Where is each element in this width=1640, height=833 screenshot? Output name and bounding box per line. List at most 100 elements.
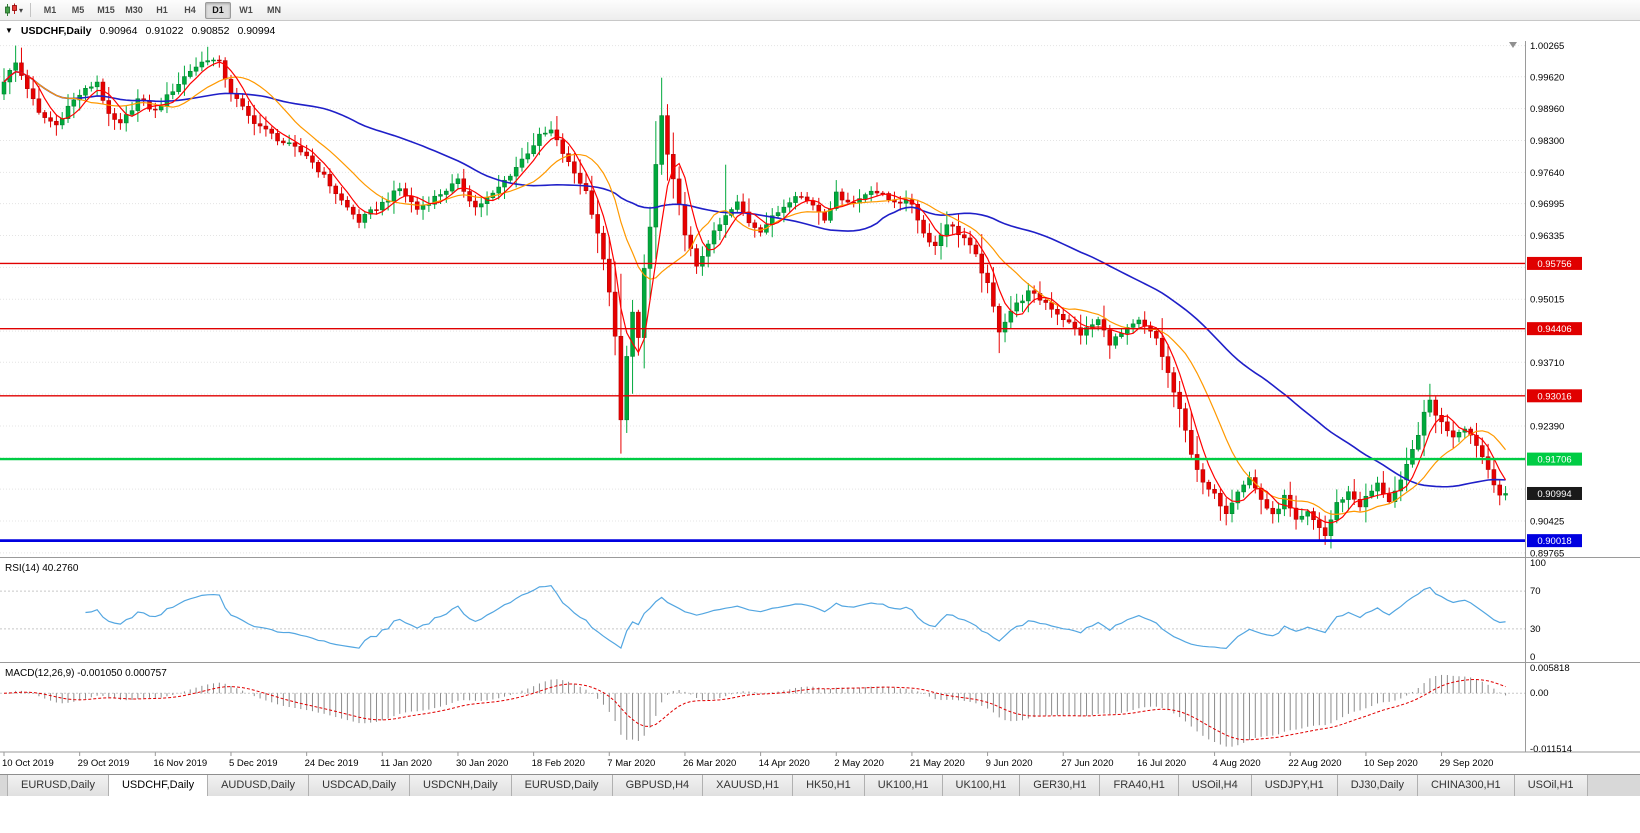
chart-tab-eurusd-daily[interactable]: EURUSD,Daily [511, 775, 613, 796]
svg-text:0.005818: 0.005818 [1530, 663, 1570, 674]
timeframe-button-d1[interactable]: D1 [205, 1, 232, 19]
timeframe-button-mn[interactable]: MN [267, 4, 282, 15]
svg-text:22 Aug 2020: 22 Aug 2020 [1288, 758, 1341, 769]
svg-text:2 May 2020: 2 May 2020 [834, 758, 884, 769]
chart-window: 1.00265 0.99620 0.98960 0.98300 0.97640 0.969… [0, 21, 1640, 774]
chart-shift-marker-icon[interactable] [1509, 42, 1517, 48]
moving-averages-layer [3, 61, 1507, 524]
chart-type-icon[interactable] [3, 3, 19, 17]
svg-text:5 Dec 2019: 5 Dec 2019 [229, 758, 278, 769]
svg-text:16 Nov 2019: 16 Nov 2019 [153, 758, 207, 769]
chart-tab-uk100-h1[interactable]: UK100,H1 [864, 775, 943, 796]
svg-text:21 May 2020: 21 May 2020 [910, 758, 965, 769]
chart-tab-usdchf-daily[interactable]: USDCHF,Daily [108, 775, 209, 796]
timeframe-group: M1 M5 M15 M30 H1 H4 D1 W1 MN [36, 1, 288, 19]
macd-label: MACD(12,26,9) -0.001050 0.000757 [5, 668, 167, 679]
svg-text:24 Dec 2019: 24 Dec 2019 [305, 758, 359, 769]
chart-symbol-label: USDCHF,Daily [20, 25, 92, 37]
svg-text:10 Sep 2020: 10 Sep 2020 [1364, 758, 1418, 769]
rsi-label: RSI(14) 40.2760 [5, 563, 79, 574]
ohlc-high-value: 0.91022 [145, 25, 184, 37]
svg-text:16 Jul 2020: 16 Jul 2020 [1137, 758, 1186, 769]
chart-tab-usoil-h1[interactable]: USOil,H1 [1514, 775, 1588, 796]
chart-canvas[interactable]: 1.00265 0.99620 0.98960 0.98300 0.97640 0.969… [0, 21, 1640, 774]
svg-text:0.97640: 0.97640 [1530, 168, 1564, 179]
chart-tab-usdcnh-daily[interactable]: USDCNH,Daily [410, 775, 512, 796]
timeframe-button-h1[interactable]: H1 [156, 4, 168, 15]
svg-text:29 Oct 2019: 29 Oct 2019 [78, 758, 130, 769]
ohlc-low-value: 0.90852 [191, 25, 230, 37]
svg-text:0: 0 [1530, 652, 1535, 663]
svg-text:0.90994: 0.90994 [1537, 489, 1571, 500]
horizontal-lines-layer [0, 42, 1525, 543]
svg-text:0.96335: 0.96335 [1530, 231, 1564, 242]
chart-tab-xauusd-h1[interactable]: XAUUSD,H1 [703, 775, 794, 796]
chart-tab-usoil-h4[interactable]: USOil,H4 [1178, 775, 1252, 796]
svg-text:9 Jun 2020: 9 Jun 2020 [986, 758, 1033, 769]
chart-tabs: EURUSD,Daily USDCHF,Daily AUDUSD,Daily USDC… [8, 775, 1588, 796]
chart-tab-china300-h1[interactable]: CHINA300,H1 [1417, 775, 1515, 796]
svg-text:0.95756: 0.95756 [1537, 259, 1571, 270]
candlestick-icon-glyph [5, 3, 17, 16]
timeframe-button-m5[interactable]: M5 [71, 4, 85, 15]
svg-text:0.90018: 0.90018 [1537, 536, 1571, 547]
svg-text:100: 100 [1530, 558, 1546, 569]
svg-text:0.95015: 0.95015 [1530, 295, 1564, 306]
ohlc-open-value: 0.90964 [99, 25, 138, 37]
svg-text:0.93710: 0.93710 [1530, 358, 1564, 369]
macd-signal-line [3, 679, 1506, 741]
svg-text:1.00265: 1.00265 [1530, 41, 1564, 52]
axis-layer: 1.00265 0.99620 0.98960 0.98300 0.97640 0.969… [0, 41, 1640, 769]
chart-tab-gbpusd-h4[interactable]: GBPUSD,H4 [612, 775, 704, 796]
chart-tab-usdcad-daily[interactable]: USDCAD,Daily [309, 775, 411, 796]
svg-text:0.92390: 0.92390 [1530, 422, 1564, 433]
svg-text:10 Oct 2019: 10 Oct 2019 [2, 758, 54, 769]
grid-layer [0, 45, 1525, 554]
svg-text:30: 30 [1530, 624, 1541, 635]
svg-text:0.93016: 0.93016 [1537, 391, 1571, 402]
svg-text:0.90425: 0.90425 [1530, 516, 1564, 527]
svg-text:0.89765: 0.89765 [1530, 548, 1564, 559]
chart-tabbar: EURUSD,Daily USDCHF,Daily AUDUSD,Daily USDC… [0, 774, 1640, 796]
svg-text:30 Jan 2020: 30 Jan 2020 [456, 758, 508, 769]
svg-text:0.96995: 0.96995 [1530, 199, 1564, 210]
chart-tab-eurusd-daily[interactable]: EURUSD,Daily [8, 775, 109, 796]
chart-tab-hk50-h1[interactable]: HK50,H1 [793, 775, 865, 796]
ohlc-close-value: 0.90994 [237, 25, 276, 37]
svg-text:0.98300: 0.98300 [1530, 136, 1564, 147]
timeframe-button-m30[interactable]: M30 [125, 4, 143, 15]
svg-text:26 Mar 2020: 26 Mar 2020 [683, 758, 736, 769]
svg-text:29 Sep 2020: 29 Sep 2020 [1440, 758, 1494, 769]
chart-tab-dj30-daily[interactable]: DJ30,Daily [1337, 775, 1418, 796]
rsi-line [85, 585, 1506, 650]
chart-ohlc-readout: ▼ USDCHF,Daily 0.90964 0.91022 0.90852 0… [5, 25, 275, 37]
svg-text:4 Aug 2020: 4 Aug 2020 [1213, 758, 1261, 769]
chart-tab-ger30-h1[interactable]: GER30,H1 [1020, 775, 1101, 796]
svg-text:11 Jan 2020: 11 Jan 2020 [380, 758, 432, 769]
indicator-layer [0, 585, 1525, 747]
chart-marker-icon: ▼ [5, 26, 13, 35]
candles-layer [1, 45, 1508, 549]
svg-text:7 Mar 2020: 7 Mar 2020 [607, 758, 655, 769]
svg-text:0.99620: 0.99620 [1530, 72, 1564, 83]
svg-text:-0.011514: -0.011514 [1530, 744, 1572, 755]
timeframe-button-h4[interactable]: H4 [184, 4, 196, 15]
status-area [0, 796, 1640, 833]
top-toolbar: ▾ M1 M5 M15 M30 H1 H4 D1 W1 MN [0, 0, 1640, 21]
chart-tab-usdjpy-h1[interactable]: USDJPY,H1 [1251, 775, 1338, 796]
svg-text:0.91706: 0.91706 [1537, 455, 1571, 466]
svg-text:14 Apr 2020: 14 Apr 2020 [759, 758, 810, 769]
timeframe-button-w1[interactable]: W1 [239, 4, 253, 15]
timeframe-button-m15[interactable]: M15 [97, 4, 115, 15]
chart-dropdown-caret-icon[interactable]: ▾ [19, 5, 24, 15]
svg-text:0.94406: 0.94406 [1537, 324, 1571, 335]
chart-tab-uk100-h1[interactable]: UK100,H1 [942, 775, 1021, 796]
svg-text:18 Feb 2020: 18 Feb 2020 [532, 758, 585, 769]
timeframe-button-m1[interactable]: M1 [43, 4, 57, 15]
chart-tab-fra40-h1[interactable]: FRA40,H1 [1100, 775, 1179, 796]
toolbar-separator [30, 3, 32, 17]
chart-tab-audusd-daily[interactable]: AUDUSD,Daily [208, 775, 310, 796]
svg-text:0.98960: 0.98960 [1530, 104, 1564, 115]
svg-text:27 Jun 2020: 27 Jun 2020 [1061, 758, 1113, 769]
